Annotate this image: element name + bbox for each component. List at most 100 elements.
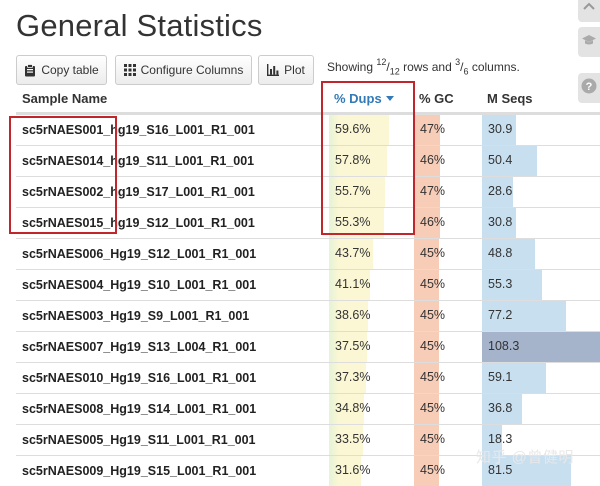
gc-value: 45%	[420, 370, 446, 384]
sample-highlight-box	[9, 116, 117, 234]
dups-bar	[329, 270, 371, 300]
mseqs-value: 50.4	[488, 153, 513, 167]
mseqs-bar	[482, 456, 571, 486]
table-row: sc5rNAES010_Hg19_S16_L001_R1_001 37.3% 45%…	[16, 362, 600, 393]
mseqs-bar	[482, 208, 516, 238]
mseqs-value: 28.6	[488, 184, 513, 198]
page-title: General Statistics	[16, 8, 263, 43]
help-tutorial-button[interactable]	[578, 27, 600, 57]
gc-bar	[414, 425, 440, 455]
dups-bar	[329, 301, 368, 331]
sample-name-cell: sc5rNAES004_Hg19_S10_L001_R1_001	[22, 278, 257, 292]
mseqs-bar	[482, 146, 537, 176]
mseqs-bar	[482, 394, 523, 424]
mseqs-bar	[482, 115, 516, 145]
mseqs-value: 30.9	[488, 122, 513, 136]
mseqs-value: 77.2	[488, 308, 513, 322]
mseqs-value: 108.3	[488, 339, 520, 353]
sample-name-cell: sc5rNAES002_hg19_S17_L001_R1_001	[22, 185, 255, 199]
plot-button[interactable]: Plot	[258, 55, 314, 85]
gc-bar	[414, 270, 440, 300]
dups-value: 57.8%	[335, 153, 371, 167]
gc-value: 45%	[420, 463, 446, 477]
gc-value: 47%	[420, 122, 446, 136]
gc-value: 47%	[420, 184, 446, 198]
dups-value: 33.5%	[335, 432, 371, 446]
watermark-text: 知乎 @曾健明	[476, 449, 574, 466]
scroll-top-button[interactable]	[578, 0, 600, 22]
dups-bar	[329, 425, 363, 455]
dups-value: 38.6%	[335, 308, 371, 322]
grid-icon	[123, 64, 136, 76]
mseqs-value: 81.5	[488, 463, 513, 477]
gc-value: 45%	[420, 432, 446, 446]
clipboard-icon	[24, 63, 36, 77]
gc-value: 46%	[420, 215, 446, 229]
gc-bar	[414, 394, 440, 424]
mseqs-bar	[482, 425, 502, 455]
sample-name-cell: sc5rNAES015_hg19_S12_L001_R1_001	[22, 216, 255, 230]
sample-name-cell: sc5rNAES014_hg19_S11_L001_R1_001	[22, 154, 255, 168]
dups-bar	[329, 239, 373, 269]
mseqs-value: 18.3	[488, 432, 513, 446]
configure-columns-label: Configure Columns	[140, 63, 244, 77]
gc-bar	[414, 456, 440, 486]
mseqs-value: 55.3	[488, 277, 513, 291]
table-row: sc5rNAES008_Hg19_S14_L001_R1_001 34.8% 45%…	[16, 393, 600, 424]
mseqs-bar	[482, 332, 600, 362]
gc-bar	[414, 115, 441, 145]
gc-value: 45%	[420, 246, 446, 260]
mseqs-value: 36.8	[488, 401, 513, 415]
gc-value: 45%	[420, 277, 446, 291]
mseqs-value: 30.8	[488, 215, 513, 229]
table-row: sc5rNAES007_Hg19_S13_L004_R1_001 37.5% 45%…	[16, 331, 600, 362]
dups-bar	[329, 177, 385, 207]
gc-value: 45%	[420, 401, 446, 415]
graduation-cap-icon	[581, 33, 597, 51]
table-row: sc5rNAES015_hg19_S12_L001_R1_001 55.3% 46%…	[16, 207, 600, 238]
mseqs-bar	[482, 270, 543, 300]
dups-bar	[329, 456, 361, 486]
mseqs-value: 59.1	[488, 370, 513, 384]
table-row: sc5rNAES002_hg19_S17_L001_R1_001 55.7% 47%…	[16, 176, 600, 207]
sample-name-cell: sc5rNAES007_Hg19_S13_L004_R1_001	[22, 340, 257, 354]
table-row: sc5rNAES005_Hg19_S11_L001_R1_001 33.5% 45%…	[16, 424, 600, 455]
help-button[interactable]: ?	[578, 73, 600, 103]
gc-bar	[414, 363, 440, 393]
table-row: sc5rNAES003_Hg19_S9_L001_R1_001 38.6% 45% 7…	[16, 300, 600, 331]
gc-value: 45%	[420, 308, 446, 322]
mseqs-value: 48.8	[488, 246, 513, 260]
plot-label: Plot	[284, 63, 305, 77]
gc-bar	[414, 332, 440, 362]
dups-value: 37.3%	[335, 370, 371, 384]
dups-bar	[329, 332, 367, 362]
dups-bar	[329, 146, 387, 176]
sample-name-cell: sc5rNAES009_Hg19_S15_L001_R1_001	[22, 464, 257, 478]
dups-bar	[329, 363, 367, 393]
dups-value: 55.3%	[335, 215, 371, 229]
sample-name-cell: sc5rNAES006_Hg19_S12_L001_R1_001	[22, 247, 257, 261]
dups-value: 59.6%	[335, 122, 371, 136]
gc-bar	[414, 239, 440, 269]
header-gc[interactable]: % GC	[419, 91, 454, 106]
dups-bar	[329, 115, 389, 145]
gc-bar	[414, 146, 440, 176]
rows-columns-summary: Showing 12/12 rows and 3/6 columns.	[327, 57, 520, 77]
dups-value: 34.8%	[335, 401, 371, 415]
copy-table-label: Copy table	[41, 63, 99, 77]
header-sample-name[interactable]: Sample Name	[22, 91, 108, 106]
gc-bar	[414, 177, 441, 207]
dups-value: 41.1%	[335, 277, 371, 291]
header-dups[interactable]: % Dups	[334, 91, 394, 106]
copy-table-button[interactable]: Copy table	[16, 55, 107, 85]
svg-text:?: ?	[586, 81, 593, 93]
header-mseqs[interactable]: M Seqs	[487, 91, 533, 106]
dups-highlight-box	[321, 81, 415, 235]
sample-name-cell: sc5rNAES008_Hg19_S14_L001_R1_001	[22, 402, 257, 416]
dups-value: 37.5%	[335, 339, 371, 353]
sample-name-cell: sc5rNAES001_hg19_S16_L001_R1_001	[22, 123, 255, 137]
bar-chart-icon	[267, 64, 280, 76]
table-header: Sample Name % Dups % GC M Seqs	[16, 86, 600, 114]
configure-columns-button[interactable]: Configure Columns	[115, 55, 252, 85]
mseqs-bar	[482, 177, 514, 207]
